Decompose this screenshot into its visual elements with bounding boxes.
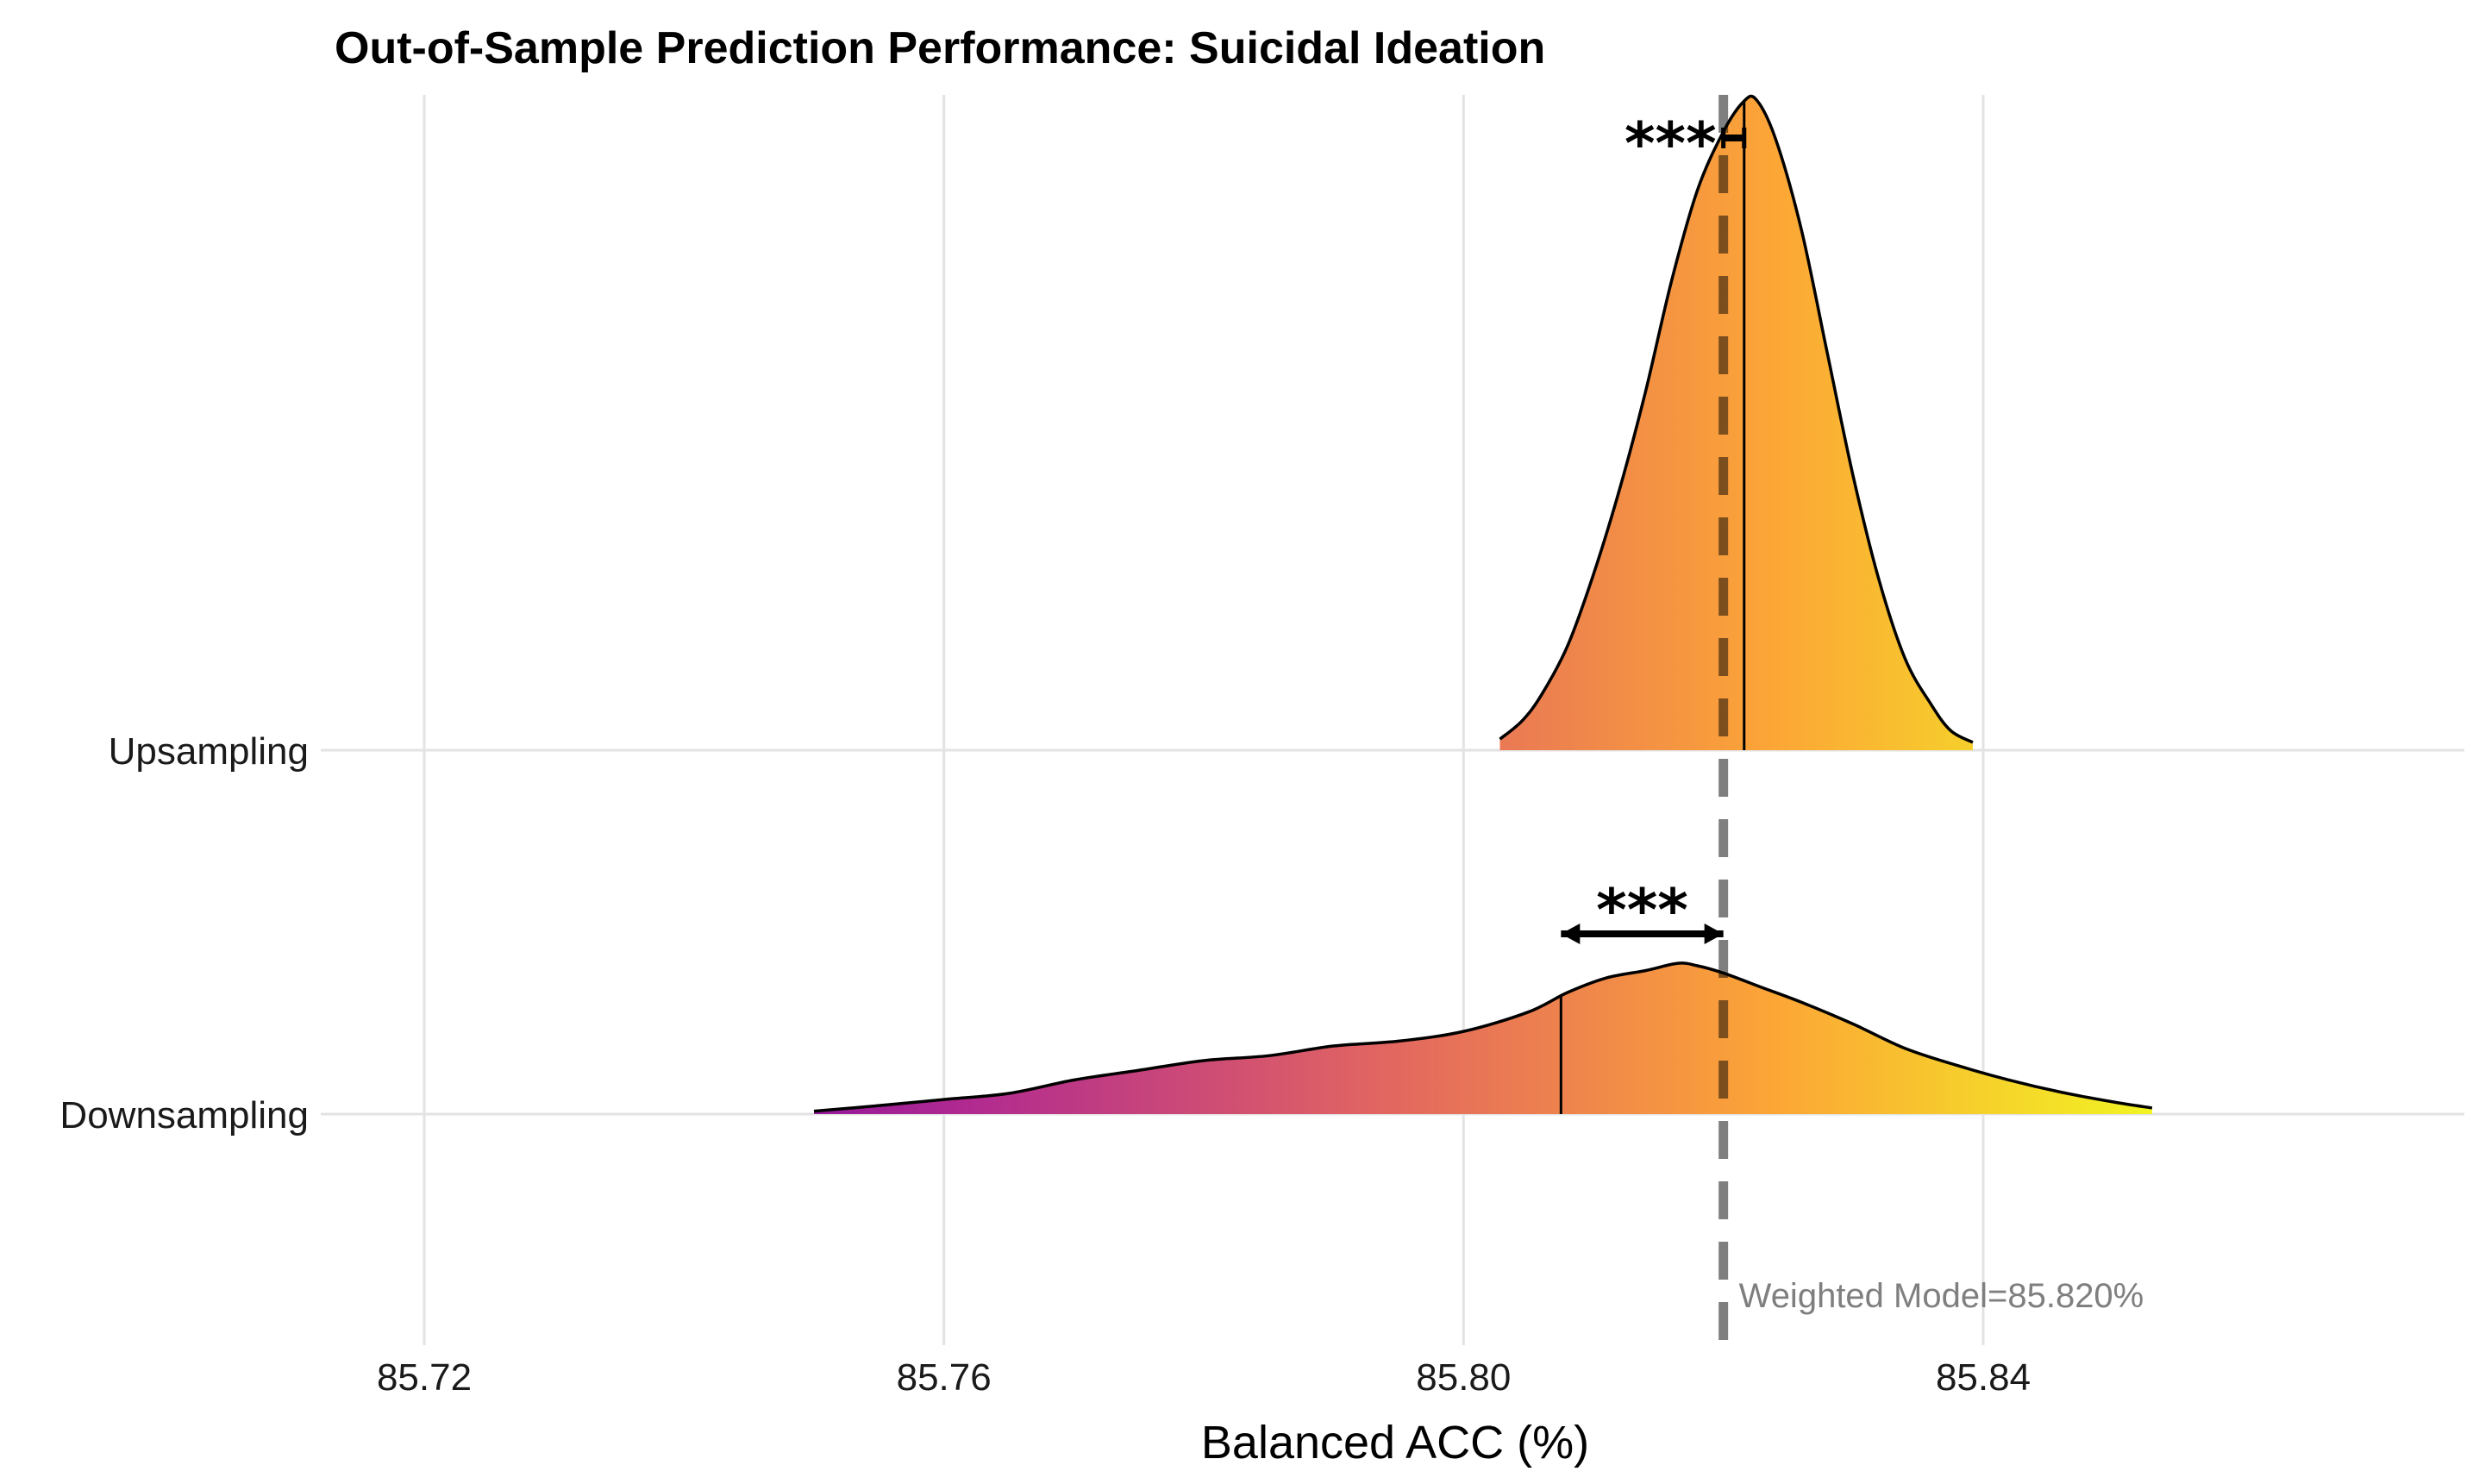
significance-label-downsampling: *** — [1596, 877, 1688, 945]
x-tick-label-1: 85.76 — [897, 1356, 992, 1399]
arrowhead-left-downsampling — [1561, 924, 1581, 944]
x-tick-label-2: 85.80 — [1416, 1356, 1511, 1399]
arrowhead-right-downsampling — [1704, 924, 1724, 944]
grid-lines — [321, 95, 2464, 1345]
reference-line-label: Weighted Model=85.820% — [1739, 1277, 2144, 1315]
reference-line-group: Weighted Model=85.820% — [1718, 95, 2144, 1345]
y-tick-label-upsampling: Upsampling — [109, 730, 309, 773]
x-tick-label-3: 85.84 — [1936, 1356, 2031, 1399]
x-tick-label-0: 85.72 — [377, 1356, 472, 1399]
y-tick-labels: Upsampling Downsampling — [59, 730, 309, 1136]
x-axis-label: Balanced ACC (%) — [1201, 1417, 1589, 1468]
chart-title: Out-of-Sample Prediction Performance: Su… — [335, 23, 1545, 73]
ridge-outline-downsampling — [813, 961, 2153, 1113]
ridge-fill-downsampling — [814, 962, 2152, 1114]
y-tick-label-downsampling: Downsampling — [59, 1094, 309, 1136]
x-tick-labels: 85.72 85.76 85.80 85.84 — [377, 1356, 2031, 1399]
ridges — [813, 94, 2153, 1114]
ridge-fill-upsampling — [1499, 96, 1973, 750]
significance-label-upsampling: *** — [1624, 110, 1717, 178]
annotations: *** *** — [1561, 110, 1747, 945]
